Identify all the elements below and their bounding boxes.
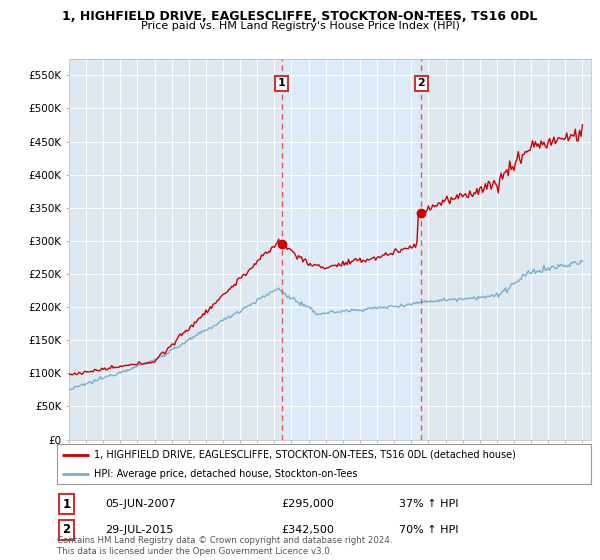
Text: 1: 1 (62, 498, 71, 511)
Text: HPI: Average price, detached house, Stockton-on-Tees: HPI: Average price, detached house, Stoc… (94, 469, 358, 478)
Text: Price paid vs. HM Land Registry's House Price Index (HPI): Price paid vs. HM Land Registry's House … (140, 21, 460, 31)
Text: £295,000: £295,000 (281, 499, 334, 509)
Text: 05-JUN-2007: 05-JUN-2007 (105, 499, 176, 509)
Text: Contains HM Land Registry data © Crown copyright and database right 2024.
This d: Contains HM Land Registry data © Crown c… (57, 536, 392, 556)
Bar (282, 59, 421, 440)
Text: 1, HIGHFIELD DRIVE, EAGLESCLIFFE, STOCKTON-ON-TEES, TS16 0DL (detached house): 1, HIGHFIELD DRIVE, EAGLESCLIFFE, STOCKT… (94, 450, 516, 460)
Text: 1: 1 (278, 78, 286, 88)
Text: 29-JUL-2015: 29-JUL-2015 (105, 525, 173, 535)
Text: 37% ↑ HPI: 37% ↑ HPI (399, 499, 458, 509)
Text: 2: 2 (418, 78, 425, 88)
Text: 2: 2 (62, 524, 71, 536)
Text: £342,500: £342,500 (281, 525, 334, 535)
Text: 1, HIGHFIELD DRIVE, EAGLESCLIFFE, STOCKTON-ON-TEES, TS16 0DL: 1, HIGHFIELD DRIVE, EAGLESCLIFFE, STOCKT… (62, 10, 538, 23)
Text: 70% ↑ HPI: 70% ↑ HPI (399, 525, 458, 535)
